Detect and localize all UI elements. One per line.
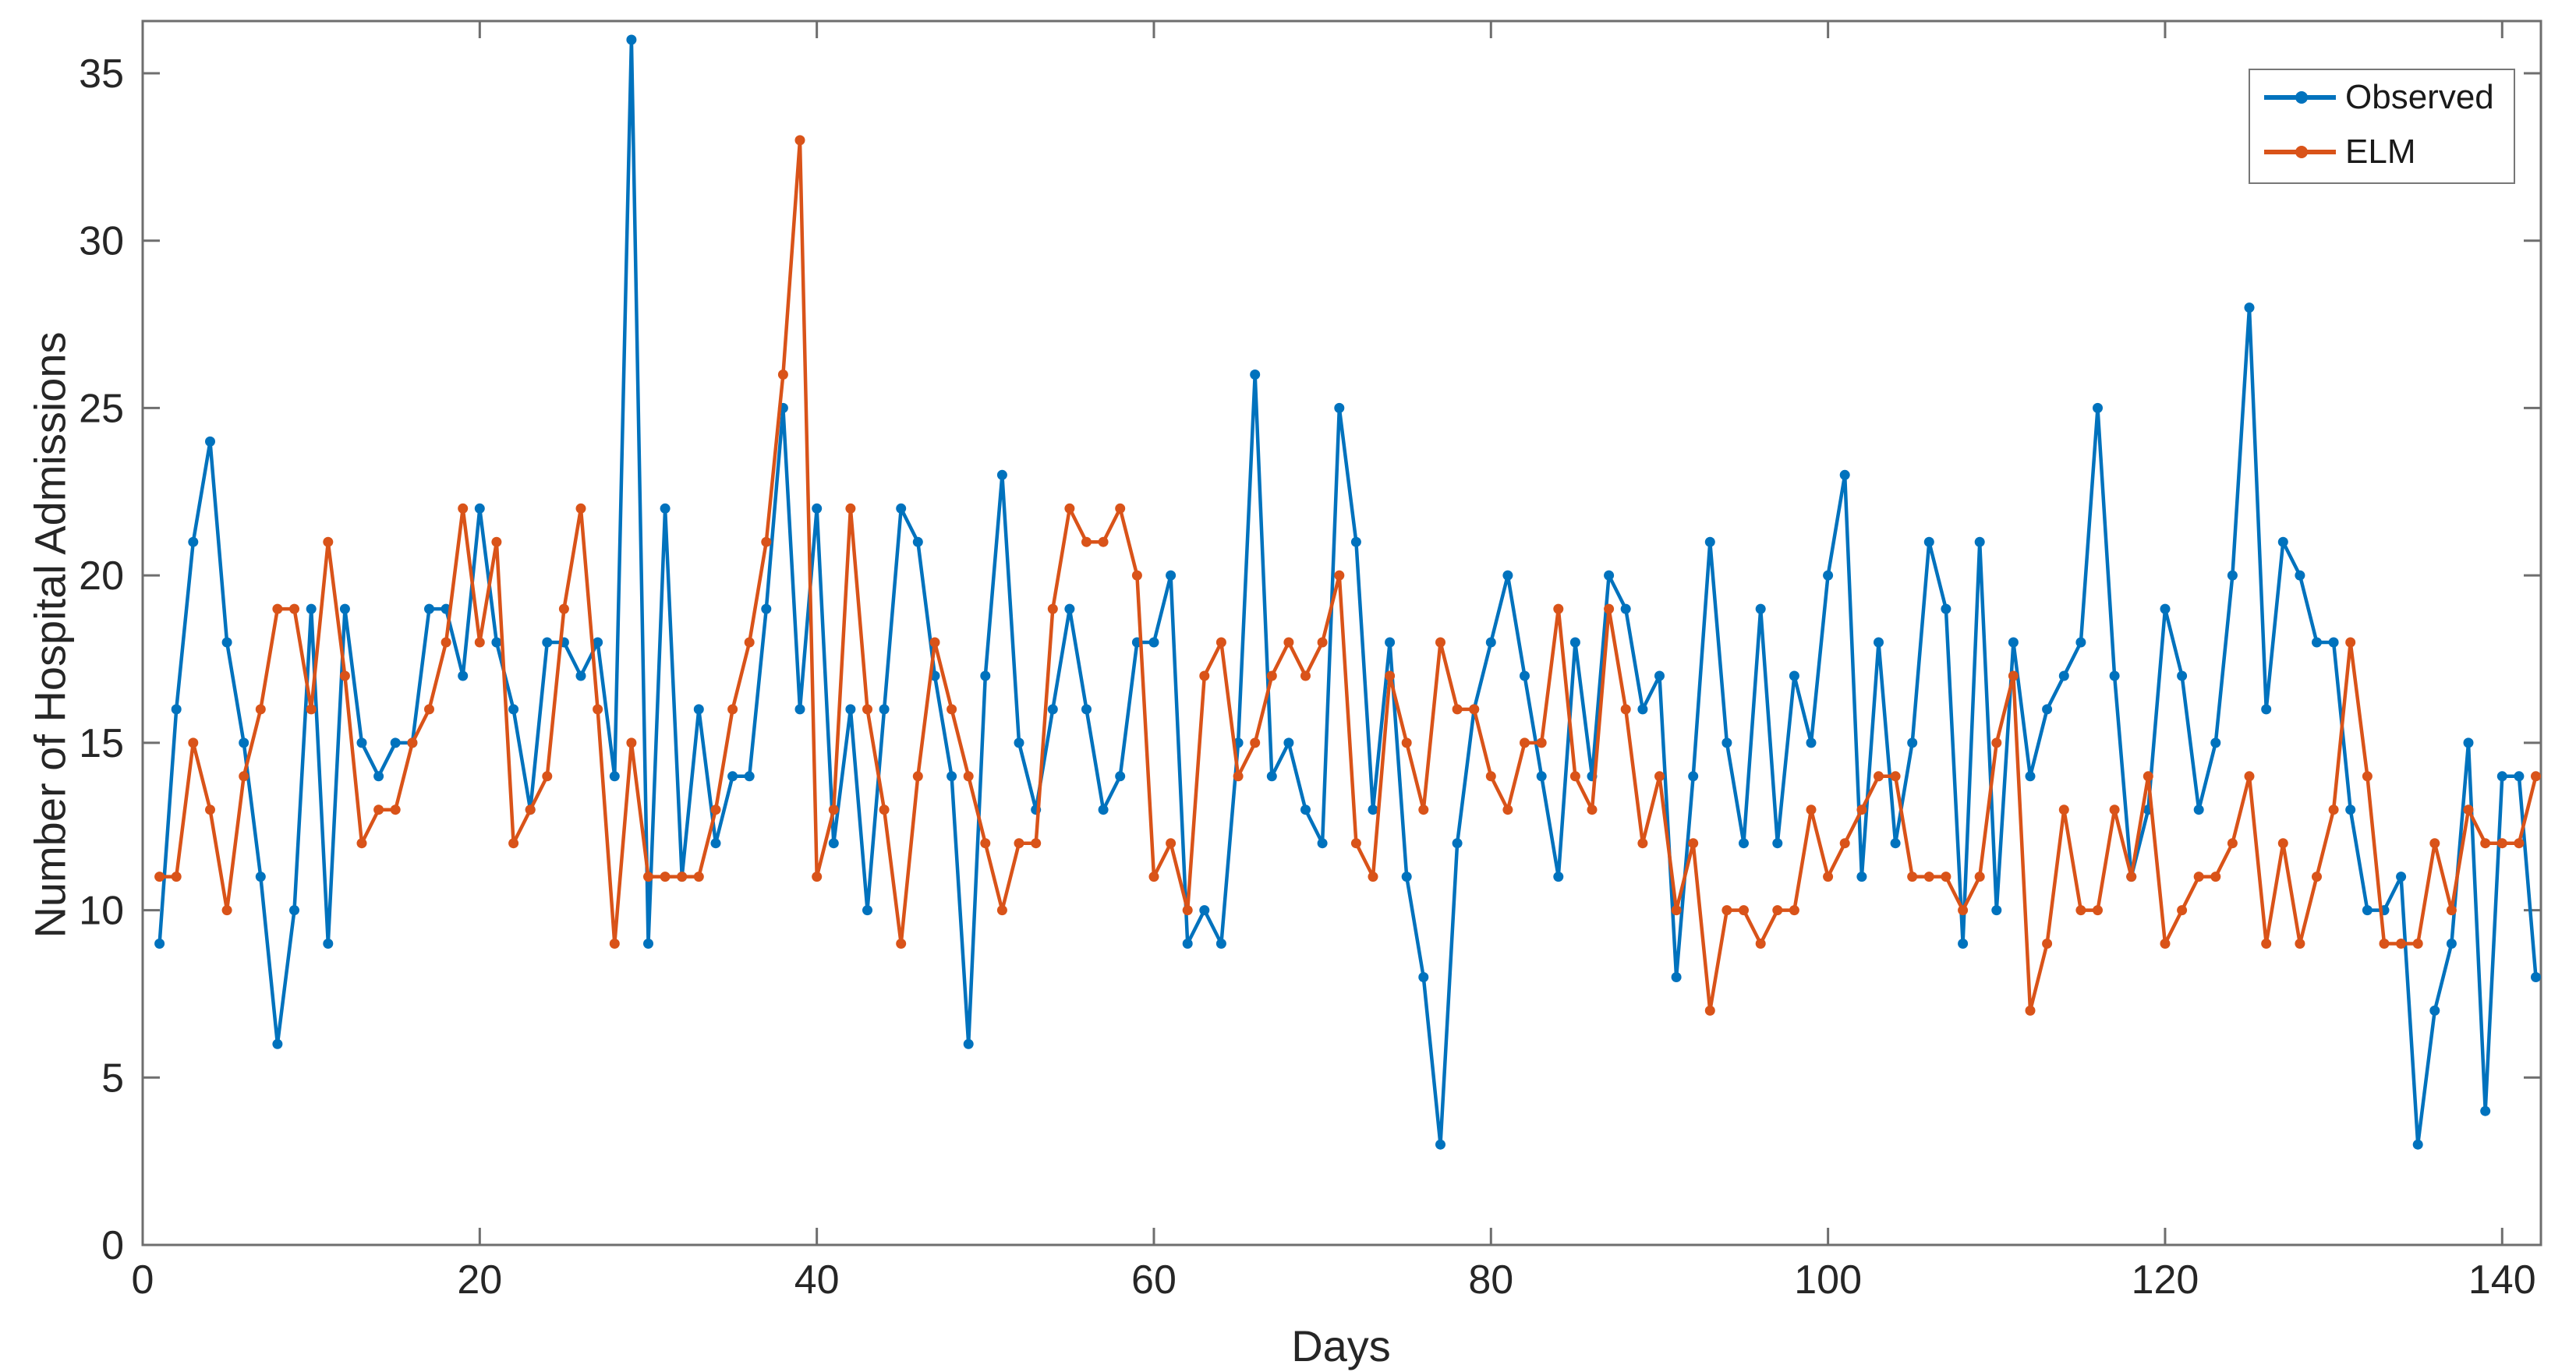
y-tick-label: 25 <box>79 386 124 431</box>
x-tick-label: 100 <box>1794 1257 1862 1303</box>
x-axis-label: Days <box>1291 1321 1391 1370</box>
legend-label-observed: Observed <box>2345 78 2494 116</box>
elm-line-icon <box>2264 146 2336 158</box>
x-tick-label: 140 <box>2468 1257 2536 1303</box>
y-tick-label: 35 <box>79 51 124 97</box>
x-tick-label: 60 <box>1131 1257 1177 1303</box>
legend: Observed ELM <box>2249 69 2515 184</box>
y-tick-label: 10 <box>79 889 124 934</box>
y-tick-label: 15 <box>79 721 124 766</box>
axis-ticks: 0 20 40 60 80 100 120 140 0 5 10 15 20 25 30 35 <box>79 21 2541 1303</box>
x-tick-label: 0 <box>132 1257 154 1303</box>
y-tick-label: 5 <box>101 1056 124 1101</box>
x-tick-label: 40 <box>794 1257 840 1303</box>
y-tick-label: 0 <box>101 1223 124 1268</box>
x-tick-label: 120 <box>2132 1257 2199 1303</box>
y-tick-label: 20 <box>79 553 124 599</box>
plot-frame <box>141 19 2542 1246</box>
legend-item-observed: Observed <box>2250 70 2514 125</box>
series-elm <box>154 135 2541 1016</box>
observed-line-icon <box>2264 91 2336 104</box>
x-tick-label: 80 <box>1468 1257 1513 1303</box>
y-tick-label: 30 <box>79 219 124 264</box>
series-observed <box>154 34 2541 1150</box>
legend-item-elm: ELM <box>2250 125 2514 179</box>
y-axis-label: Number of Hospital Admissions <box>25 331 75 939</box>
x-tick-label: 20 <box>457 1257 502 1303</box>
legend-label-elm: ELM <box>2345 133 2416 171</box>
